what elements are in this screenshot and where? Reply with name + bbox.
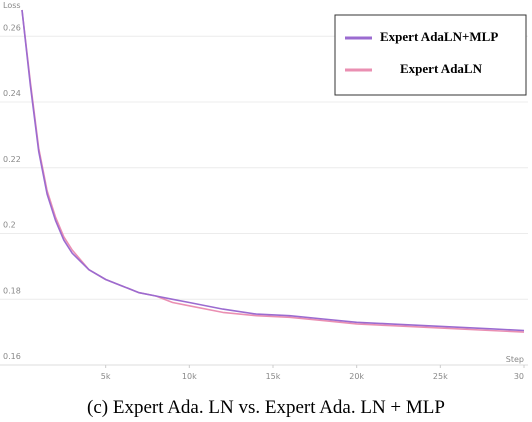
y-axis-label: Loss xyxy=(3,1,21,10)
x-tick-label: 10k xyxy=(182,372,197,381)
legend-box xyxy=(334,14,527,96)
y-tick-label: 0.26 xyxy=(3,23,21,32)
caption: (c) Expert Ada. LN vs. Expert Ada. LN + … xyxy=(87,397,445,418)
x-tick-label: 30 xyxy=(514,372,524,381)
y-tick-label: 0.22 xyxy=(3,155,21,164)
y-tick-label: 0.16 xyxy=(3,352,21,361)
y-tick-label: 0.18 xyxy=(3,286,21,295)
series-line xyxy=(21,9,525,332)
y-tick-label: 0.24 xyxy=(3,89,21,98)
x-tick-label: 20k xyxy=(349,372,364,381)
x-tick-label: 5k xyxy=(101,372,111,381)
x-axis-label: Step xyxy=(506,355,524,364)
legend-label: Expert AdaLN xyxy=(400,61,483,76)
series-line xyxy=(21,9,525,333)
x-tick-label: 15k xyxy=(266,372,281,381)
legend-label: Expert AdaLN+MLP xyxy=(380,29,498,44)
y-tick-label: 0.2 xyxy=(3,221,16,230)
x-tick-label: 25k xyxy=(433,372,448,381)
